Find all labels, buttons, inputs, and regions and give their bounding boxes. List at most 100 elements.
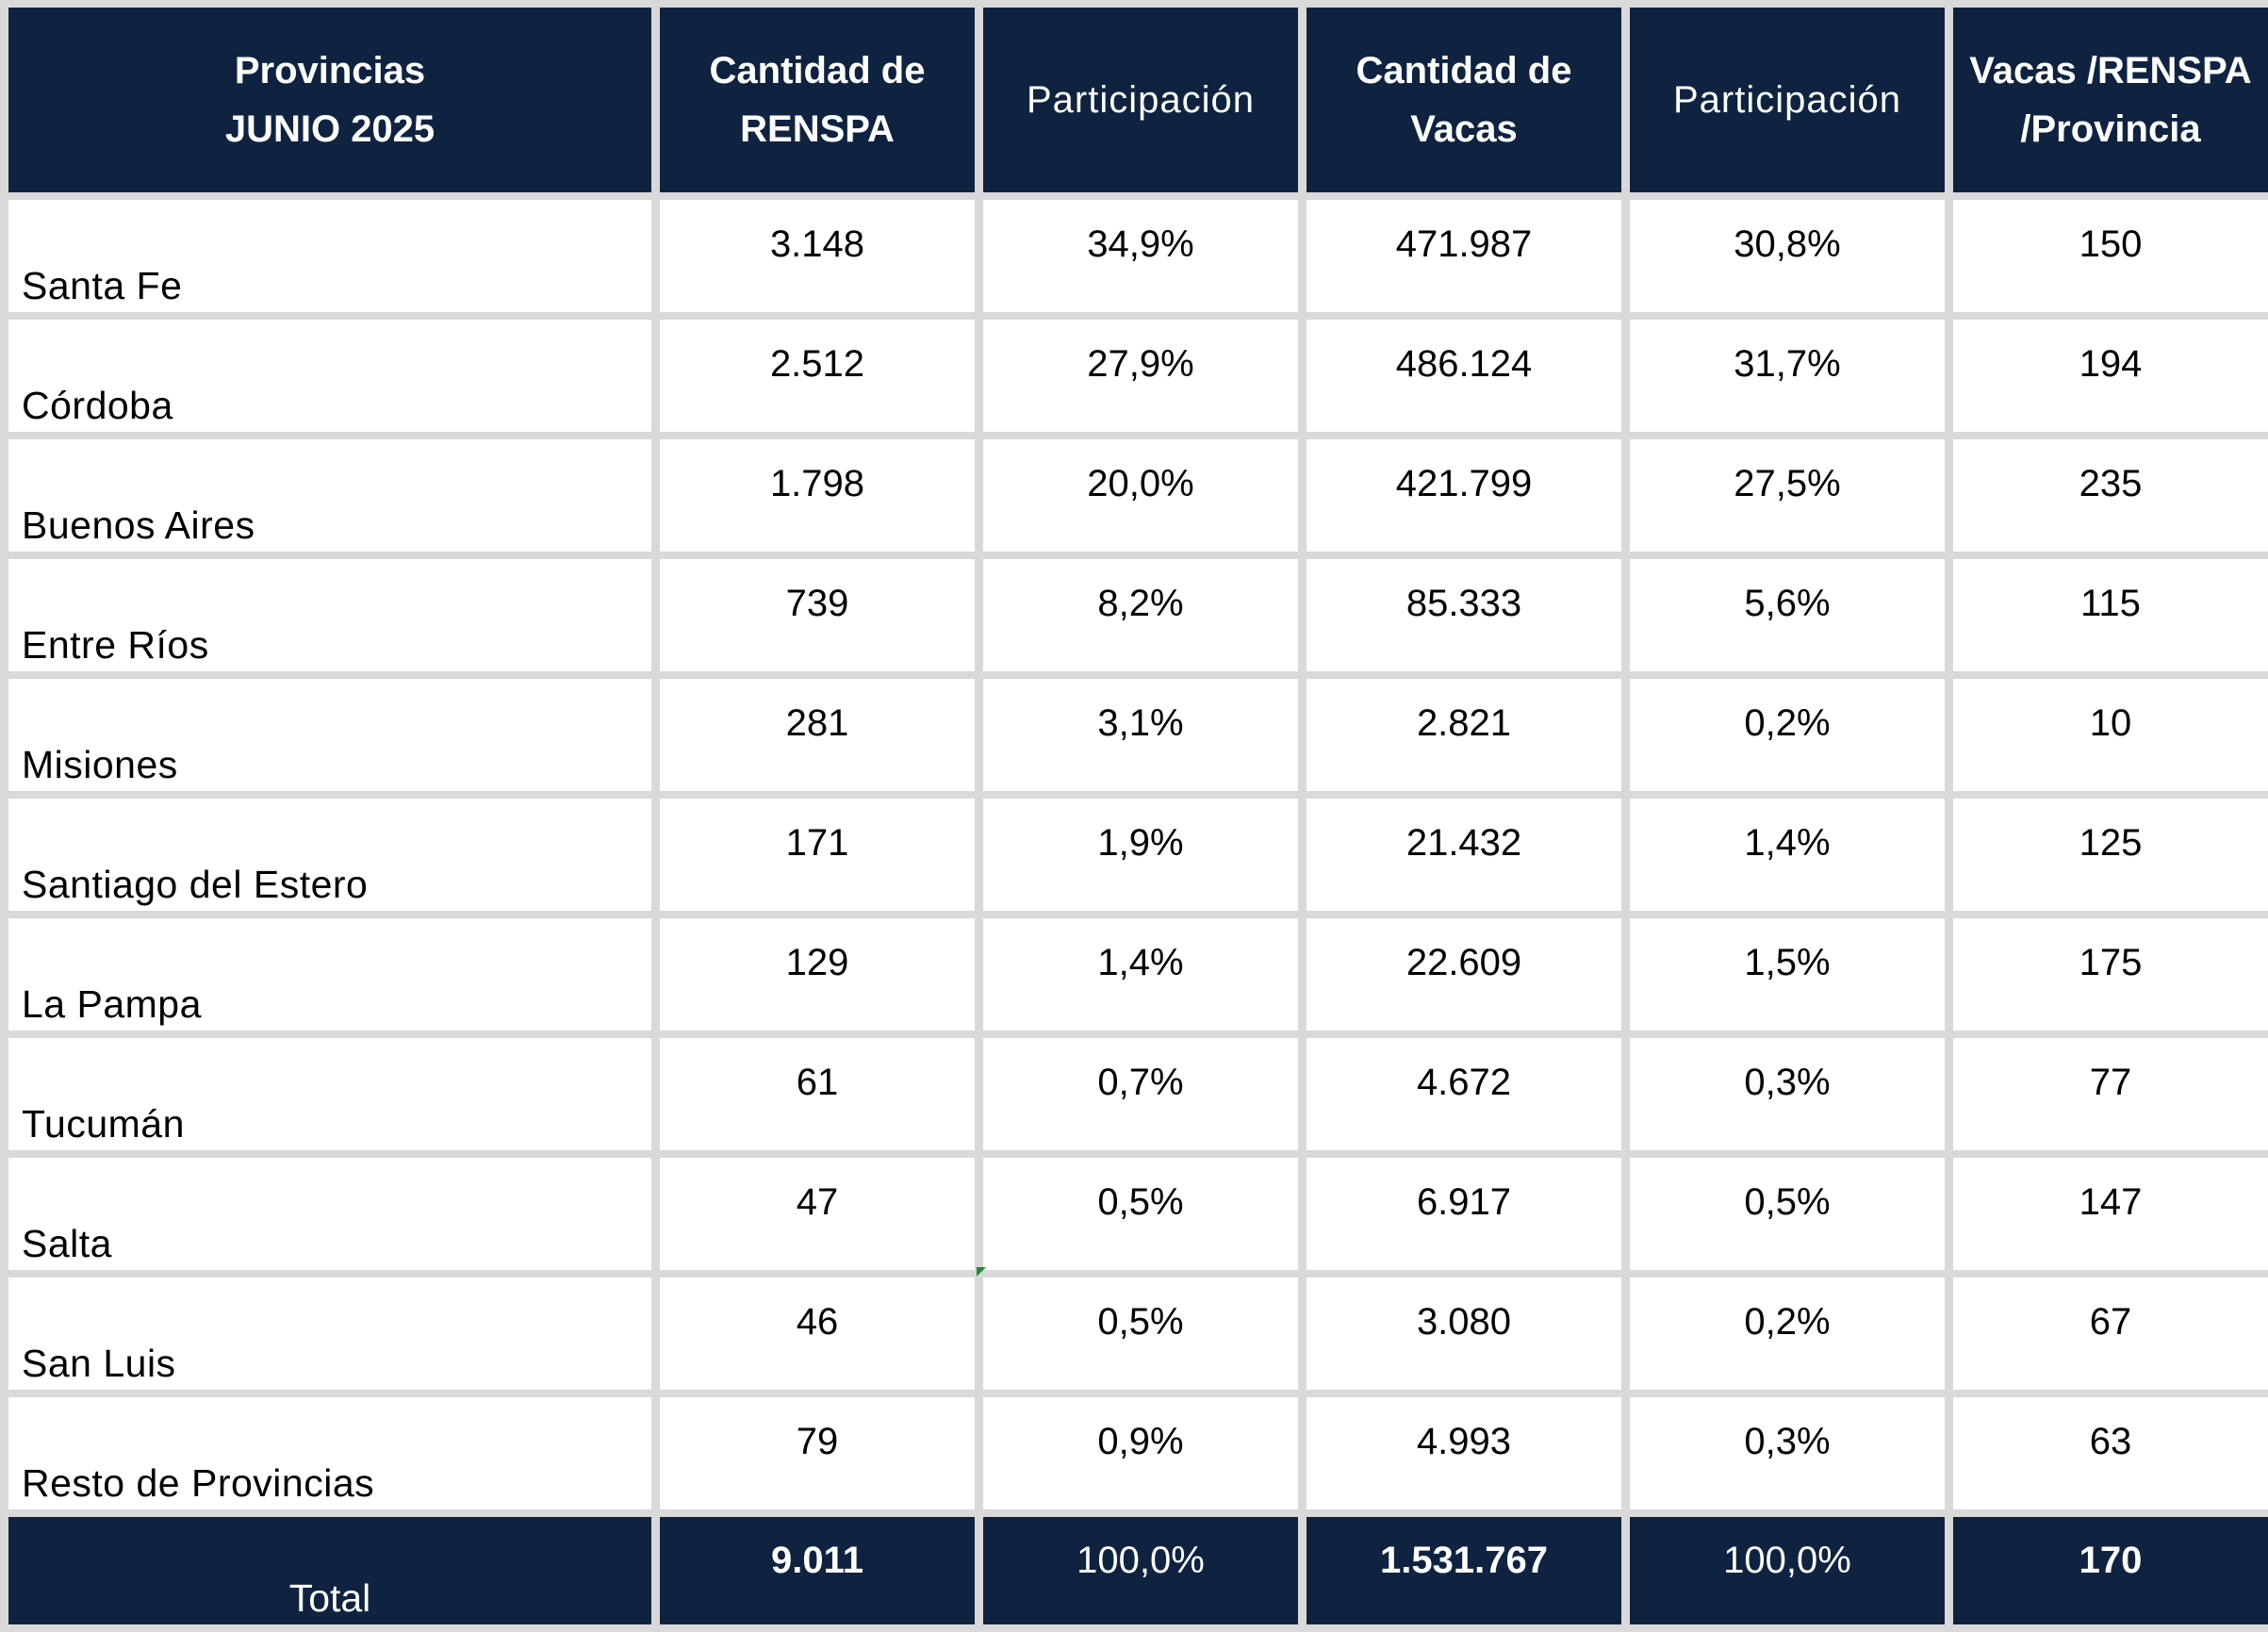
cell-renspa: 281 (660, 679, 975, 791)
header-ratio-line1: Vacas /RENSPA (1969, 50, 2252, 91)
cell-part-vacas: 0,3% (1630, 1397, 1945, 1509)
cell-provincia: Tucumán (8, 1038, 651, 1150)
header-row: Provincias JUNIO 2025 Cantidad de RENSPA… (8, 8, 2268, 192)
total-row: Total 9.011 100,0% 1.531.767 100,0% 170 (8, 1517, 2268, 1624)
cell-vacas: 21.432 (1307, 799, 1621, 911)
cell-provincia: Entre Ríos (8, 559, 651, 671)
cell-ratio: 77 (1953, 1038, 2268, 1150)
cell-provincia: La Pampa (8, 918, 651, 1030)
cell-renspa: 1.798 (660, 439, 975, 552)
table-row: La Pampa 129 1,4% 22.609 1,5% 175 (8, 918, 2268, 1030)
cell-vacas: 421.799 (1307, 439, 1621, 552)
cell-ratio: 115 (1953, 559, 2268, 671)
cell-part-renspa: 0,9% (983, 1397, 1298, 1509)
table-row: Resto de Provincias 79 0,9% 4.993 0,3% 6… (8, 1397, 2268, 1509)
cell-vacas: 4.993 (1307, 1397, 1621, 1509)
total-vacas: 1.531.767 (1307, 1517, 1621, 1624)
cell-part-vacas: 0,3% (1630, 1038, 1945, 1150)
cell-ratio: 67 (1953, 1278, 2268, 1390)
header-participacion-vacas: Participación (1630, 8, 1945, 192)
table-row: Salta 47 0,5% 6.917 0,5% 147 (8, 1158, 2268, 1270)
header-participacion-renspa: Participación (983, 8, 1298, 192)
cell-vacas: 2.821 (1307, 679, 1621, 791)
cell-provincia: San Luis (8, 1278, 651, 1390)
cell-part-vacas: 5,6% (1630, 559, 1945, 671)
cell-part-vacas: 0,2% (1630, 1278, 1945, 1390)
cell-provincia: Salta (8, 1158, 651, 1270)
table-body: Santa Fe 3.148 34,9% 471.987 30,8% 150 C… (8, 200, 2268, 1509)
cell-vacas: 486.124 (1307, 320, 1621, 432)
cell-part-renspa: 0,7% (983, 1038, 1298, 1150)
cell-provincia: Santiago del Estero (8, 799, 651, 911)
table-row: Córdoba 2.512 27,9% 486.124 31,7% 194 (8, 320, 2268, 432)
cell-provincia: Córdoba (8, 320, 651, 432)
cell-part-vacas: 27,5% (1630, 439, 1945, 552)
cell-part-vacas: 30,8% (1630, 200, 1945, 312)
table-row: Santa Fe 3.148 34,9% 471.987 30,8% 150 (8, 200, 2268, 312)
header-cantidad-vacas-line2: Vacas (1410, 108, 1518, 150)
cell-part-renspa: 27,9% (983, 320, 1298, 432)
header-provincias-date: JUNIO 2025 (224, 108, 436, 150)
header-vacas-renspa-provincia: Vacas /RENSPA /Provincia (1953, 8, 2268, 192)
header-cantidad-vacas-line1: Cantidad de (1356, 50, 1572, 91)
cell-part-renspa: 1,4% (983, 918, 1298, 1030)
cell-provincia: Buenos Aires (8, 439, 651, 552)
cell-renspa: 3.148 (660, 200, 975, 312)
cell-ratio: 194 (1953, 320, 2268, 432)
cell-part-renspa: 0,5% (983, 1278, 1298, 1390)
header-provincias-label: Provincias (234, 50, 426, 91)
cell-vacas: 22.609 (1307, 918, 1621, 1030)
cell-part-renspa: 34,9% (983, 200, 1298, 312)
table-row: Santiago del Estero 171 1,9% 21.432 1,4%… (8, 799, 2268, 911)
cell-renspa: 2.512 (660, 320, 975, 432)
total-ratio: 170 (1953, 1517, 2268, 1624)
cell-part-vacas: 1,4% (1630, 799, 1945, 911)
cell-renspa: 171 (660, 799, 975, 911)
cell-ratio: 150 (1953, 200, 2268, 312)
cell-part-renspa: 3,1% (983, 679, 1298, 791)
cell-part-renspa: 0,5% (983, 1158, 1298, 1270)
cell-renspa: 46 (660, 1278, 975, 1390)
header-cantidad-renspa: Cantidad de RENSPA (660, 8, 975, 192)
cell-vacas: 4.672 (1307, 1038, 1621, 1150)
table-row: San Luis 46 0,5% 3.080 0,2% 67 (8, 1278, 2268, 1390)
cell-part-vacas: 31,7% (1630, 320, 1945, 432)
cell-provincia: Resto de Provincias (8, 1397, 651, 1509)
cell-ratio: 125 (1953, 799, 2268, 911)
cell-part-renspa: 8,2% (983, 559, 1298, 671)
cell-renspa: 739 (660, 559, 975, 671)
cell-vacas: 3.080 (1307, 1278, 1621, 1390)
cell-provincia: Misiones (8, 679, 651, 791)
cell-provincia: Santa Fe (8, 200, 651, 312)
cell-part-vacas: 0,5% (1630, 1158, 1945, 1270)
total-renspa: 9.011 (660, 1517, 975, 1624)
cell-part-vacas: 1,5% (1630, 918, 1945, 1030)
total-label: Total (8, 1517, 651, 1624)
cell-ratio: 10 (1953, 679, 2268, 791)
cell-ratio: 147 (1953, 1158, 2268, 1270)
table-row: Tucumán 61 0,7% 4.672 0,3% 77 (8, 1038, 2268, 1150)
cell-part-renspa: 1,9% (983, 799, 1298, 911)
header-ratio-line2: /Provincia (2020, 108, 2201, 150)
table-row: Misiones 281 3,1% 2.821 0,2% 10 (8, 679, 2268, 791)
cell-part-renspa: 20,0% (983, 439, 1298, 552)
cell-vacas: 85.333 (1307, 559, 1621, 671)
cell-vacas: 6.917 (1307, 1158, 1621, 1270)
provincias-table-container: Provincias JUNIO 2025 Cantidad de RENSPA… (8, 8, 2268, 1624)
cell-renspa: 79 (660, 1397, 975, 1509)
cell-ratio: 63 (1953, 1397, 2268, 1509)
cell-ratio: 235 (1953, 439, 2268, 552)
cell-renspa: 129 (660, 918, 975, 1030)
cell-ratio: 175 (1953, 918, 2268, 1030)
cell-part-vacas: 0,2% (1630, 679, 1945, 791)
cell-vacas: 471.987 (1307, 200, 1621, 312)
header-cantidad-vacas: Cantidad de Vacas (1307, 8, 1621, 192)
table-row: Buenos Aires 1.798 20,0% 421.799 27,5% 2… (8, 439, 2268, 552)
cell-renspa: 61 (660, 1038, 975, 1150)
total-part-vacas: 100,0% (1630, 1517, 1945, 1624)
cell-comment-marker (977, 1267, 986, 1277)
header-cantidad-renspa-line1: Cantidad de (709, 50, 926, 91)
table-row: Entre Ríos 739 8,2% 85.333 5,6% 115 (8, 559, 2268, 671)
header-cantidad-renspa-line2: RENSPA (740, 108, 895, 150)
